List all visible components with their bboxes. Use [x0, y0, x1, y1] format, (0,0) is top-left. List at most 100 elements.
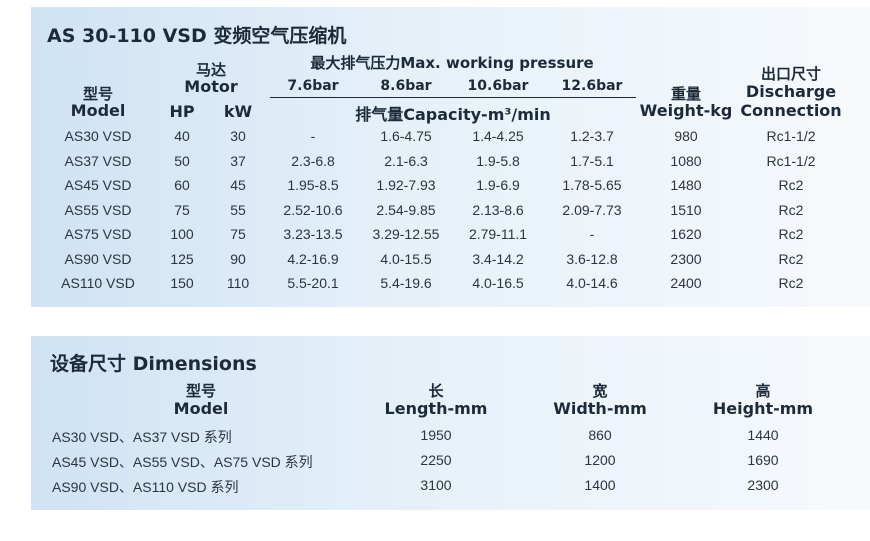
header-max-pressure: 最大排气压力Max. working pressure — [310, 54, 594, 72]
dim-cell-height: 1440 — [747, 427, 779, 443]
dim-cell-length: 3100 — [420, 477, 452, 493]
spec-cell-weight: 1620 — [670, 226, 702, 242]
spec-cell-cap-7-6: 2.3-6.8 — [291, 152, 335, 169]
spec-cell-cap-8-6: 1.6-4.75 — [380, 128, 432, 144]
header-model-en: Model — [70, 101, 126, 120]
spec-cell-kw: 55 — [230, 201, 246, 218]
spec-cell-hp: 40 — [174, 128, 190, 144]
dim-cell-model: AS45 VSD、AS55 VSD、AS75 VSD 系列 — [52, 454, 313, 470]
spec-cell-cap-10-6: 3.4-14.2 — [472, 250, 524, 267]
spec-cell-weight: 1080 — [670, 152, 702, 169]
spec-cell-kw: 37 — [230, 152, 246, 169]
spec-cell-discharge: Rc2 — [778, 250, 804, 267]
spec-cell-cap-8-6: 1.92-7.93 — [376, 177, 436, 193]
header-pressure-4: 12.6bar — [561, 78, 623, 94]
spec-cell-weight: 1480 — [670, 177, 702, 193]
spec-cell-hp: 125 — [170, 250, 194, 267]
spec-cell-cap-12-6: 1.78-5.65 — [562, 177, 622, 193]
spec-cell-cap-8-6: 4.0-15.5 — [380, 250, 432, 267]
dim-header-model-cn: 型号 — [185, 382, 217, 400]
header-rule — [270, 97, 636, 98]
header-discharge-en: Discharge — [745, 82, 837, 101]
spec-cell-hp: 150 — [170, 275, 194, 291]
spec-cell-model: AS55 VSD — [64, 201, 132, 218]
spec-cell-cap-10-6: 1.4-4.25 — [472, 128, 524, 144]
spec-cell-weight: 2400 — [670, 275, 702, 291]
header-motor-cn: 马达 — [195, 61, 227, 79]
header-pressure-1: 7.6bar — [287, 78, 339, 94]
spec-cell-kw: 90 — [230, 250, 246, 267]
spec-cell-cap-12-6: 1.2-3.7 — [570, 128, 614, 144]
spec-cell-cap-8-6: 2.54-9.85 — [376, 201, 436, 218]
spec-cell-kw: 30 — [230, 128, 246, 144]
spec-cell-cap-10-6: 2.13-8.6 — [472, 201, 524, 218]
header-pressure-3: 10.6bar — [467, 78, 529, 94]
dim-cell-width: 1400 — [584, 477, 616, 493]
dim-cell-width: 860 — [588, 427, 612, 443]
dim-header-model-en: Model — [173, 399, 229, 418]
dim-cell-width: 1200 — [584, 452, 616, 468]
spec-cell-hp: 60 — [174, 177, 190, 193]
spec-cell-discharge: Rc2 — [778, 177, 804, 193]
dim-header-height-cn: 高 — [755, 382, 771, 400]
dim-header-width-cn: 宽 — [592, 382, 608, 400]
header-capacity: 排气量Capacity-m³/min — [355, 105, 551, 124]
spec-cell-cap-10-6: 2.79-11.1 — [468, 226, 528, 242]
spec-cell-hp: 100 — [170, 226, 194, 242]
spec-cell-model: AS110 VSD — [61, 275, 135, 291]
spec-cell-model: AS75 VSD — [64, 226, 132, 242]
spec-cell-hp: 75 — [174, 201, 190, 218]
header-motor-en: Motor — [184, 77, 238, 96]
spec-cell-cap-7-6: - — [310, 128, 316, 144]
spec-cell-model: AS45 VSD — [64, 177, 132, 193]
spec-cell-kw: 45 — [230, 177, 246, 193]
spec-table-panel — [31, 7, 870, 307]
header-connection-en: Connection — [740, 101, 842, 120]
spec-cell-cap-8-6: 5.4-19.6 — [380, 275, 432, 291]
spec-cell-cap-10-6: 4.0-16.5 — [472, 275, 524, 291]
spec-cell-cap-12-6: 4.0-14.6 — [566, 275, 618, 291]
dim-cell-model: AS30 VSD、AS37 VSD 系列 — [52, 429, 232, 445]
dim-cell-model: AS90 VSD、AS110 VSD 系列 — [52, 479, 239, 495]
spec-cell-cap-10-6: 1.9-6.9 — [476, 177, 520, 193]
spec-cell-weight: 980 — [674, 128, 698, 144]
spec-cell-model: AS37 VSD — [64, 152, 132, 169]
dimensions-panel — [31, 336, 870, 510]
header-weight-cn: 重量 — [670, 85, 702, 103]
header-pressure-2: 8.6bar — [380, 78, 432, 94]
spec-cell-discharge: Rc1-1/2 — [766, 128, 816, 144]
spec-cell-weight: 2300 — [670, 250, 702, 267]
dim-cell-length: 1950 — [420, 427, 452, 443]
spec-cell-cap-7-6: 3.23-13.5 — [283, 226, 343, 242]
spec-cell-kw: 75 — [230, 226, 246, 242]
header-discharge-cn: 出口尺寸 — [760, 65, 822, 83]
spec-cell-cap-12-6: 1.7-5.1 — [570, 152, 614, 169]
spec-cell-hp: 50 — [174, 152, 190, 169]
spec-cell-cap-7-6: 2.52-10.6 — [283, 201, 343, 218]
dim-header-width-en: Width-mm — [553, 399, 647, 418]
spec-cell-kw: 110 — [226, 275, 250, 291]
spec-cell-weight: 1510 — [670, 201, 702, 218]
spec-cell-discharge: Rc1-1/2 — [766, 152, 816, 169]
spec-cell-model: AS90 VSD — [64, 250, 132, 267]
spec-cell-cap-8-6: 2.1-6.3 — [384, 152, 428, 169]
header-weight-en: Weight-kg — [639, 101, 733, 120]
dim-cell-height: 1690 — [747, 452, 779, 468]
spec-cell-cap-12-6: 3.6-12.8 — [566, 250, 618, 267]
dim-header-length-en: Length-mm — [384, 399, 488, 418]
spec-table-title: AS 30-110 VSD 变频空气压缩机 — [47, 25, 347, 47]
spec-cell-cap-7-6: 5.5-20.1 — [287, 275, 339, 291]
spec-cell-cap-7-6: 4.2-16.9 — [287, 250, 339, 267]
header-hp: HP — [169, 102, 195, 121]
spec-cell-cap-12-6: 2.09-7.73 — [562, 201, 622, 218]
dim-cell-length: 2250 — [420, 452, 452, 468]
header-kw: kW — [223, 102, 253, 121]
dim-header-height-en: Height-mm — [712, 399, 814, 418]
spec-cell-cap-7-6: 1.95-8.5 — [287, 177, 339, 193]
spec-cell-discharge: Rc2 — [778, 226, 804, 242]
dimensions-title: 设备尺寸 Dimensions — [50, 353, 257, 375]
spec-cell-cap-10-6: 1.9-5.8 — [476, 152, 520, 169]
spec-cell-discharge: Rc2 — [778, 275, 804, 291]
dim-header-length-cn: 长 — [428, 382, 444, 400]
spec-cell-model: AS30 VSD — [64, 128, 132, 144]
